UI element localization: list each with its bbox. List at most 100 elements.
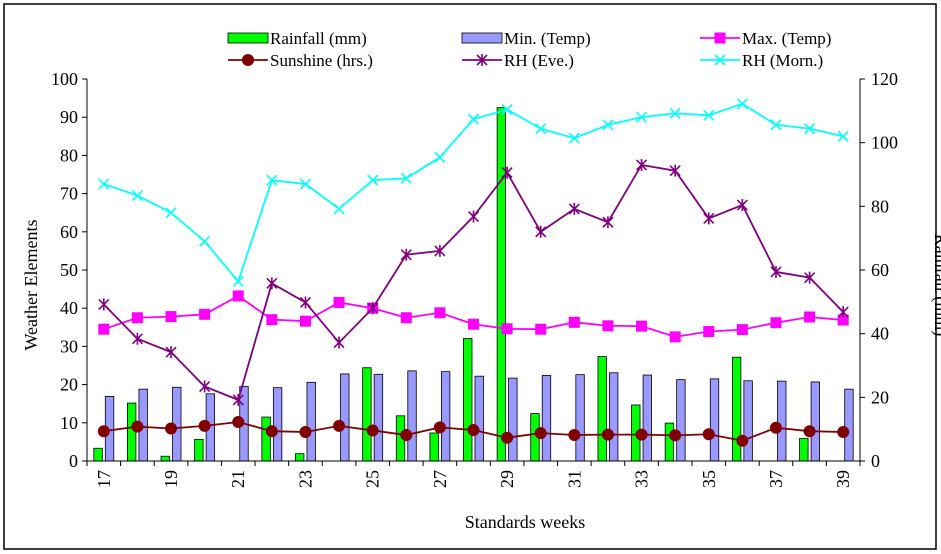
rainfall-bar	[127, 402, 137, 462]
bar-layer	[93, 107, 854, 462]
min-temp-bar	[508, 377, 518, 462]
sunshine-point	[702, 428, 715, 441]
rh-morn-point	[568, 132, 580, 144]
rainfall-bar	[664, 422, 675, 462]
y-tick-label: 0	[69, 451, 78, 471]
legend-marker	[476, 54, 488, 66]
x-tick-label: 37	[766, 470, 786, 488]
max-temp-point	[199, 308, 211, 320]
y-tick-label: 40	[60, 298, 78, 318]
min-temp-bar	[340, 373, 350, 462]
min-temp-bar	[575, 374, 585, 462]
rainfall-bar	[463, 338, 473, 462]
legend-item: RH (Morn.)	[700, 51, 823, 70]
y2-axis-title: Rainfall (mm)	[930, 234, 941, 336]
legend: Rainfall (mm) Min. (Temp) Max. (Temp) Sunsh…	[227, 29, 831, 70]
sunshine-point	[568, 429, 581, 442]
rh-eve-point	[568, 202, 580, 215]
min-temp-bar	[844, 388, 854, 462]
rh-eve-point	[199, 380, 211, 393]
x-tick-label: 17	[94, 470, 114, 488]
legend-marker	[242, 54, 254, 66]
rh-morn-point	[367, 174, 379, 186]
rh-morn-point	[804, 123, 816, 135]
sunshine-point	[400, 429, 413, 442]
legend-label: RH (Morn.)	[742, 51, 823, 70]
min-temp-bar	[709, 378, 720, 462]
rh-morn-point	[669, 107, 681, 119]
y-tick-label: 90	[60, 107, 78, 127]
y2-tick-label: 60	[871, 260, 889, 280]
rh-eve-point	[736, 199, 748, 212]
rh-eve-point	[837, 306, 849, 319]
y2-tick-label: 80	[871, 196, 889, 216]
y2-tick-label: 0	[871, 451, 880, 471]
x-tick-label: 39	[833, 470, 853, 488]
sunshine-point	[736, 434, 749, 447]
min-temp-bar	[642, 374, 652, 462]
rainfall-bar	[429, 432, 439, 462]
rh-morn-point	[434, 151, 446, 163]
legend-label: RH (Eve.)	[504, 51, 574, 70]
legend-item: RH (Eve.)	[462, 51, 574, 70]
rh-eve-point	[400, 248, 412, 261]
rainfall-bar	[93, 447, 103, 462]
rainfall-bar	[362, 367, 372, 462]
sunshine-point	[97, 425, 110, 438]
max-temp-point	[131, 312, 143, 324]
max-temp-point	[98, 323, 110, 335]
max-temp-point	[669, 331, 681, 343]
rh-morn-point	[703, 109, 715, 121]
sunshine-point	[131, 420, 144, 433]
max-temp-point	[266, 314, 278, 326]
rh-eve-point	[299, 296, 312, 309]
rh-morn-point	[98, 178, 110, 190]
max-temp-point	[333, 296, 345, 308]
legend-item: Sunshine (hrs.)	[228, 51, 373, 70]
min-temp-bar	[474, 375, 484, 462]
legend-item: Min. (Temp)	[461, 29, 591, 48]
rh-morn-point	[467, 113, 480, 125]
rh-morn-point	[333, 203, 345, 215]
y-tick-label: 100	[51, 69, 78, 89]
rh-eve-point	[770, 265, 782, 278]
rh-morn-point	[837, 130, 849, 142]
y-tick-label: 70	[60, 184, 78, 204]
x-tick-label: 33	[632, 470, 652, 488]
legend-swatch	[461, 32, 503, 44]
max-temp-point	[736, 324, 748, 336]
y2-tick-label: 100	[871, 133, 898, 153]
rh-morn-point	[131, 189, 143, 202]
x-axis-title: Standards weeks	[465, 512, 585, 532]
max-temp-point	[468, 318, 479, 330]
sunshine-point	[837, 425, 850, 438]
sunshine-point	[366, 424, 379, 437]
rh-eve-point	[501, 166, 513, 179]
rainfall-bar	[295, 453, 305, 462]
rainfall-bar	[799, 437, 809, 462]
max-temp-point	[804, 311, 816, 323]
max-temp-point	[703, 326, 715, 338]
rh-eve-point	[467, 210, 480, 223]
rh-morn-point	[266, 174, 278, 186]
legend-label: Max. (Temp)	[742, 29, 831, 48]
max-temp-point	[602, 320, 614, 332]
rh-morn-point	[299, 178, 312, 190]
y-axis-title: Weather Elements	[21, 220, 41, 351]
rainfall-bar	[496, 107, 507, 462]
rainfall-bar	[597, 356, 607, 462]
min-temp-bar	[440, 371, 451, 462]
sunshine-point	[601, 428, 614, 441]
legend-item: Max. (Temp)	[700, 29, 831, 48]
sunshine-point	[165, 422, 178, 435]
x-tick-label: 27	[430, 470, 450, 488]
rh-eve-point	[703, 212, 715, 225]
max-temp-point	[165, 311, 177, 323]
sunshine-point	[803, 425, 816, 438]
legend-marker	[714, 54, 726, 66]
sunshine-point	[333, 419, 346, 432]
sunshine-point	[534, 427, 547, 440]
x-tick-label: 23	[295, 470, 315, 488]
rh-eve-point	[165, 346, 177, 359]
legend-swatch	[227, 32, 269, 44]
